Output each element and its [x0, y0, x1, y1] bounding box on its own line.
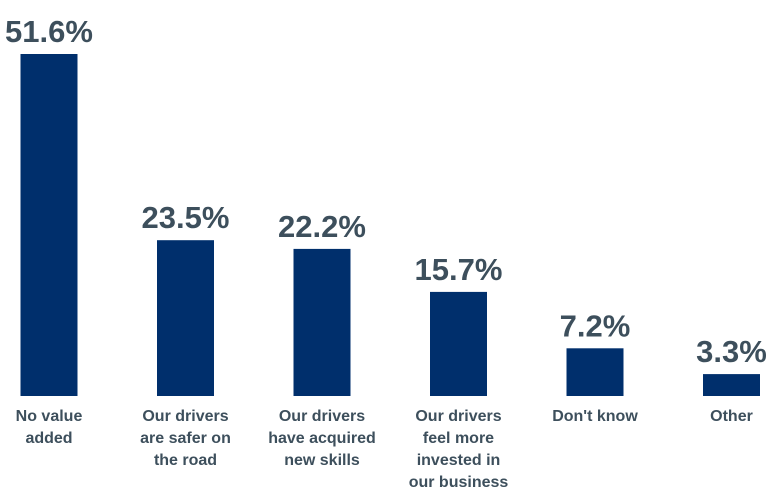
bar-2 — [157, 240, 214, 396]
category-label-line: No value — [16, 408, 83, 425]
category-label-line: Our drivers — [142, 408, 228, 425]
category-label-6: Other — [710, 408, 753, 425]
value-label-3: 22.2% — [278, 209, 366, 244]
category-label-3: Our drivers have acquired new skills — [268, 408, 376, 469]
category-label-line: are safer on — [140, 430, 231, 447]
category-label-line: Our drivers — [415, 408, 501, 425]
value-label-1: 51.6% — [5, 14, 93, 49]
category-label-line: have acquired — [268, 430, 376, 447]
value-label-6: 3.3% — [696, 334, 766, 369]
bar-5 — [566, 348, 624, 396]
category-label-line: new skills — [284, 452, 360, 469]
bar-4 — [430, 291, 487, 396]
category-label-line: added — [25, 430, 72, 447]
value-label-5: 7.2% — [560, 308, 631, 343]
category-label-1: No value added — [16, 408, 83, 447]
category-label-line: Don't know — [552, 408, 638, 425]
category-label-line: feel more — [423, 430, 494, 447]
category-label-line: invested in — [417, 452, 501, 469]
category-label-line: Other — [710, 408, 753, 425]
category-label-2: Our drivers are safer on the road — [140, 408, 231, 469]
category-label-line: our business — [409, 474, 509, 488]
category-label-4: Our drivers feel more invested in our busin… — [409, 408, 509, 488]
bar-3 — [293, 248, 351, 396]
category-label-5: Don't know — [552, 408, 638, 425]
bar-6 — [703, 374, 760, 396]
category-label-line: Our drivers — [279, 408, 365, 425]
category-label-line: the road — [154, 452, 217, 469]
bar-1 — [20, 54, 78, 396]
value-label-2: 23.5% — [142, 200, 230, 235]
value-label-4: 15.7% — [415, 252, 503, 287]
